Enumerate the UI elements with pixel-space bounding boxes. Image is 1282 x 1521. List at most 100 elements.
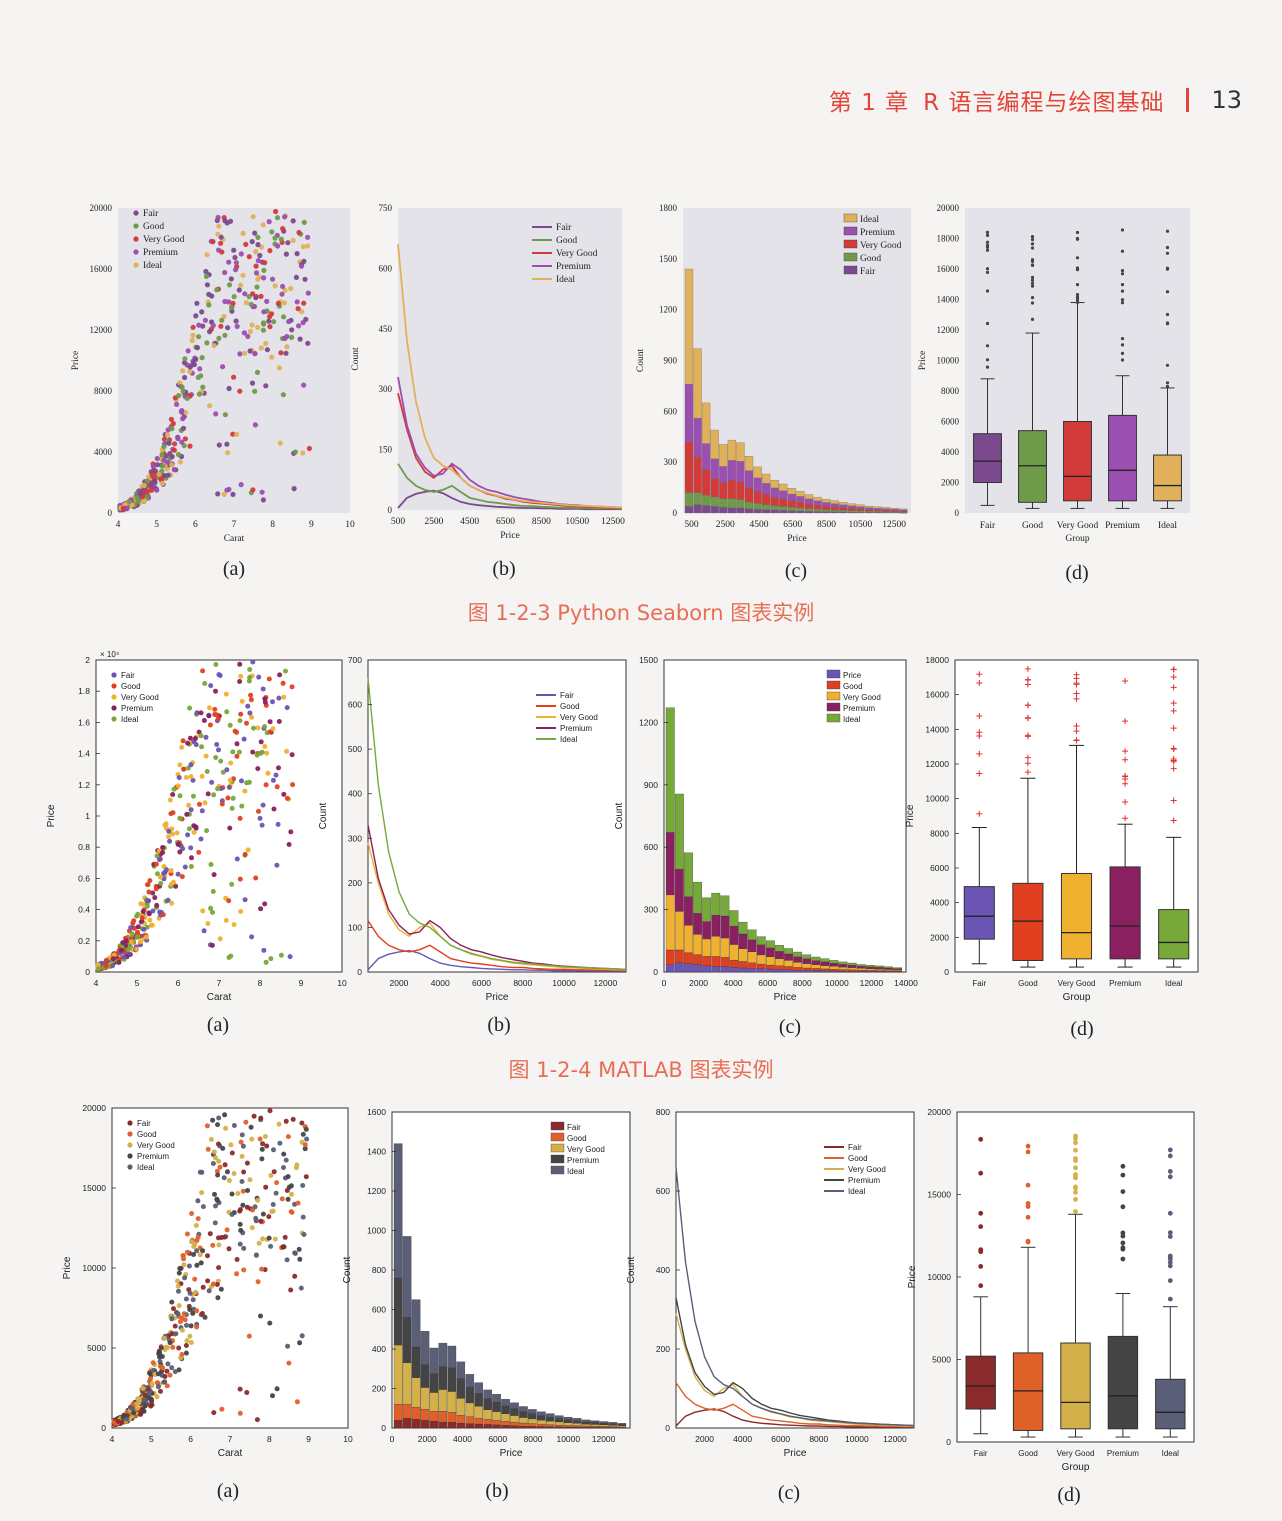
- legend-label: Good: [843, 682, 863, 691]
- bar-segment-premium: [693, 417, 702, 458]
- scatter-point: [207, 1231, 213, 1237]
- scatter-point: [208, 683, 214, 689]
- y-tick-label: 1200: [639, 717, 658, 727]
- scatter-point: [172, 1323, 178, 1329]
- scatter-point: [173, 1331, 179, 1337]
- outlier-marker: [1030, 235, 1035, 239]
- scatter-point: [300, 1214, 306, 1220]
- bar-segment-ideal: [729, 910, 739, 927]
- legend-marker: [111, 705, 117, 711]
- bar-segment-ideal: [884, 966, 893, 969]
- scatter-point: [212, 1220, 218, 1226]
- scatter-point: [191, 361, 197, 368]
- series-line-good: [397, 463, 623, 510]
- x-tick-label: 4000: [733, 1434, 752, 1444]
- bar-segment-ideal: [736, 442, 745, 462]
- bar-segment-ideal: [744, 456, 754, 471]
- legend-marker: [111, 694, 117, 700]
- scatter-point: [144, 478, 150, 484]
- scatter-point: [191, 1252, 196, 1257]
- bar-segment-ideal: [804, 494, 814, 500]
- scatter-point: [257, 815, 263, 821]
- bar-segment-ideal: [864, 505, 874, 508]
- y-tick-label: 2000: [941, 478, 960, 488]
- legend-marker: [133, 262, 139, 268]
- scatter-point: [141, 901, 146, 907]
- scatter-point: [252, 351, 258, 357]
- scatter-point: [271, 319, 277, 325]
- scatter-point: [229, 1191, 235, 1197]
- scatter-point: [288, 285, 294, 292]
- figure-caption-2: 图 1-2-4 MATLAB 图表实例: [508, 1058, 774, 1082]
- outlier-marker: [976, 680, 983, 687]
- scatter-point: [221, 491, 227, 497]
- scatter-point: [257, 1136, 263, 1142]
- scatter-point: [269, 229, 275, 235]
- scatter-point: [205, 921, 211, 926]
- bar-segment-ideal: [813, 496, 822, 501]
- scatter-point: [202, 1314, 208, 1320]
- scatter-point: [240, 230, 246, 236]
- legend-swatch: [843, 226, 858, 236]
- scatter-point: [116, 959, 122, 965]
- scatter-point: [186, 826, 192, 832]
- scatter-point: [189, 1239, 194, 1245]
- scatter-point: [169, 1299, 175, 1305]
- scatter-point: [211, 792, 217, 798]
- scatter-point: [165, 1361, 171, 1367]
- scatter-point: [281, 314, 287, 320]
- bar-segment-ideal: [590, 1420, 600, 1423]
- scatter-point: [216, 1141, 221, 1147]
- legend-label: Very Good: [137, 1141, 175, 1150]
- scatter-point: [211, 343, 217, 349]
- bar-segment-good: [447, 1412, 457, 1423]
- bar-segment-ideal: [617, 1423, 627, 1425]
- x-tick-label: Premium: [1105, 521, 1140, 531]
- y-tick-label: 1200: [659, 305, 678, 315]
- scatter-point: [235, 1191, 241, 1196]
- scatter-point: [280, 392, 286, 398]
- scatter-point: [207, 705, 212, 711]
- scatter-point: [213, 1203, 218, 1209]
- scatter-point: [255, 324, 261, 330]
- bar-segment-premium: [674, 869, 684, 912]
- outlier-marker: [1075, 230, 1080, 235]
- y-tick-label: 0: [955, 508, 960, 518]
- outlier-marker: [1073, 1185, 1078, 1191]
- scatter-point: [96, 966, 101, 972]
- y-tick-label: 800: [372, 1265, 386, 1275]
- scatter-point: [206, 302, 212, 308]
- scatter-point: [247, 328, 253, 334]
- outlier-marker: [1120, 269, 1125, 273]
- scatter-point: [140, 909, 146, 914]
- scatter-point: [141, 1397, 147, 1403]
- bar-segment-good: [804, 508, 814, 512]
- scatter-point: [269, 354, 275, 360]
- scatter-point: [229, 1150, 235, 1156]
- scatter-point: [300, 244, 306, 250]
- bar-segment-very-good: [756, 954, 766, 965]
- scatter-point: [249, 380, 256, 386]
- legend-label: Good: [121, 682, 141, 691]
- scatter-point: [225, 795, 231, 801]
- scatter-point: [180, 738, 186, 744]
- scatter-point: [285, 1134, 291, 1140]
- scatter-point: [187, 368, 193, 375]
- scatter-point: [222, 269, 228, 276]
- scatter-point: [240, 1188, 246, 1194]
- x-tick-label: 10500: [565, 517, 589, 527]
- page-header: 第 1 章 R 语言编程与绘图基础 13: [829, 80, 1242, 120]
- scatter-point: [180, 388, 186, 394]
- scatter-point: [203, 753, 209, 759]
- bar-segment-ideal: [492, 1394, 501, 1403]
- scatter-point: [141, 498, 148, 504]
- scatter-point: [230, 749, 236, 755]
- chapter-title: R 语言编程与绘图基础: [923, 90, 1165, 116]
- scatter-point: [175, 783, 181, 789]
- bar-segment-very-good: [770, 497, 779, 506]
- outlier-marker: [1120, 1240, 1126, 1246]
- scatter-point: [175, 1311, 181, 1317]
- outlier-marker: [985, 245, 990, 249]
